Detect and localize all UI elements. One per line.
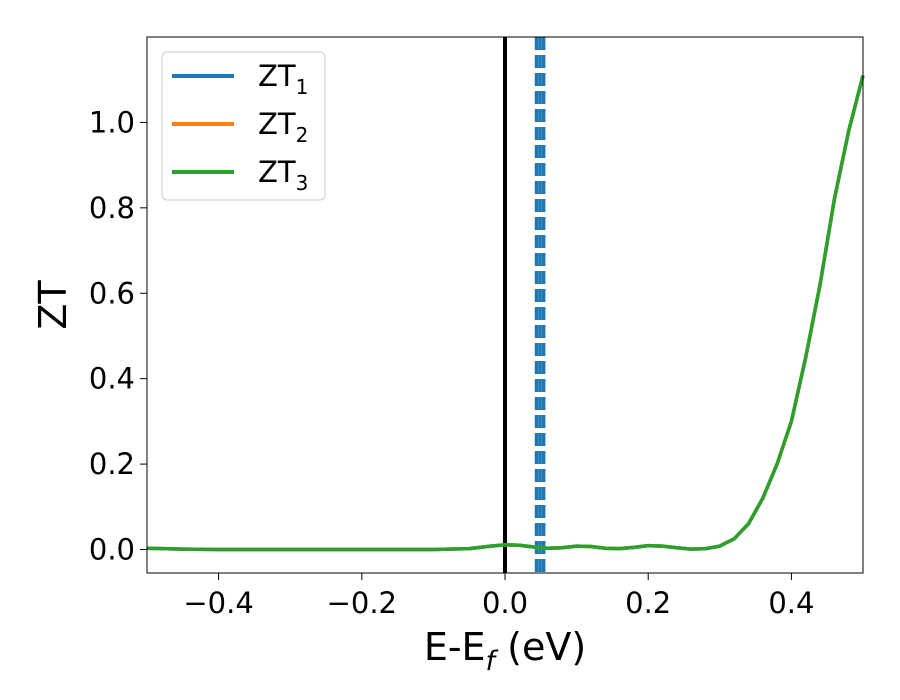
y-axis-label: ZT: [31, 280, 75, 330]
series-lines: [146, 75, 865, 552]
x-tick-label: −0.2: [327, 586, 397, 620]
x-axis-label: E-Ef (eV): [424, 625, 586, 677]
series-line-zt3: [146, 75, 865, 552]
y-tick-label: 0.0: [89, 533, 135, 567]
y-tick-label: 0.8: [89, 191, 135, 225]
x-tick-label: 0.2: [625, 586, 671, 620]
x-axis-ticks: −0.4 −0.2 0.0 0.2 0.4: [183, 573, 814, 620]
x-tick-label: 0.0: [482, 586, 528, 620]
vertical-reference-lines: [503, 37, 546, 573]
y-tick-label: 0.6: [89, 276, 135, 310]
legend-label-zt2: ZT2: [258, 107, 308, 147]
legend-label-zt3: ZT3: [258, 155, 308, 195]
y-tick-label: 0.4: [89, 362, 135, 396]
legend-box: [161, 51, 326, 201]
x-tick-label: 0.4: [768, 586, 814, 620]
y-tick-label: 0.2: [89, 447, 135, 481]
y-tick-label: 1.0: [89, 105, 135, 139]
legend-label-zt1: ZT1: [258, 59, 308, 99]
legend: ZT1 ZT2 ZT3: [161, 51, 326, 201]
x-tick-label: −0.4: [183, 586, 253, 620]
y-axis-ticks: 0.0 0.2 0.4 0.6 0.8 1.0: [89, 105, 147, 567]
